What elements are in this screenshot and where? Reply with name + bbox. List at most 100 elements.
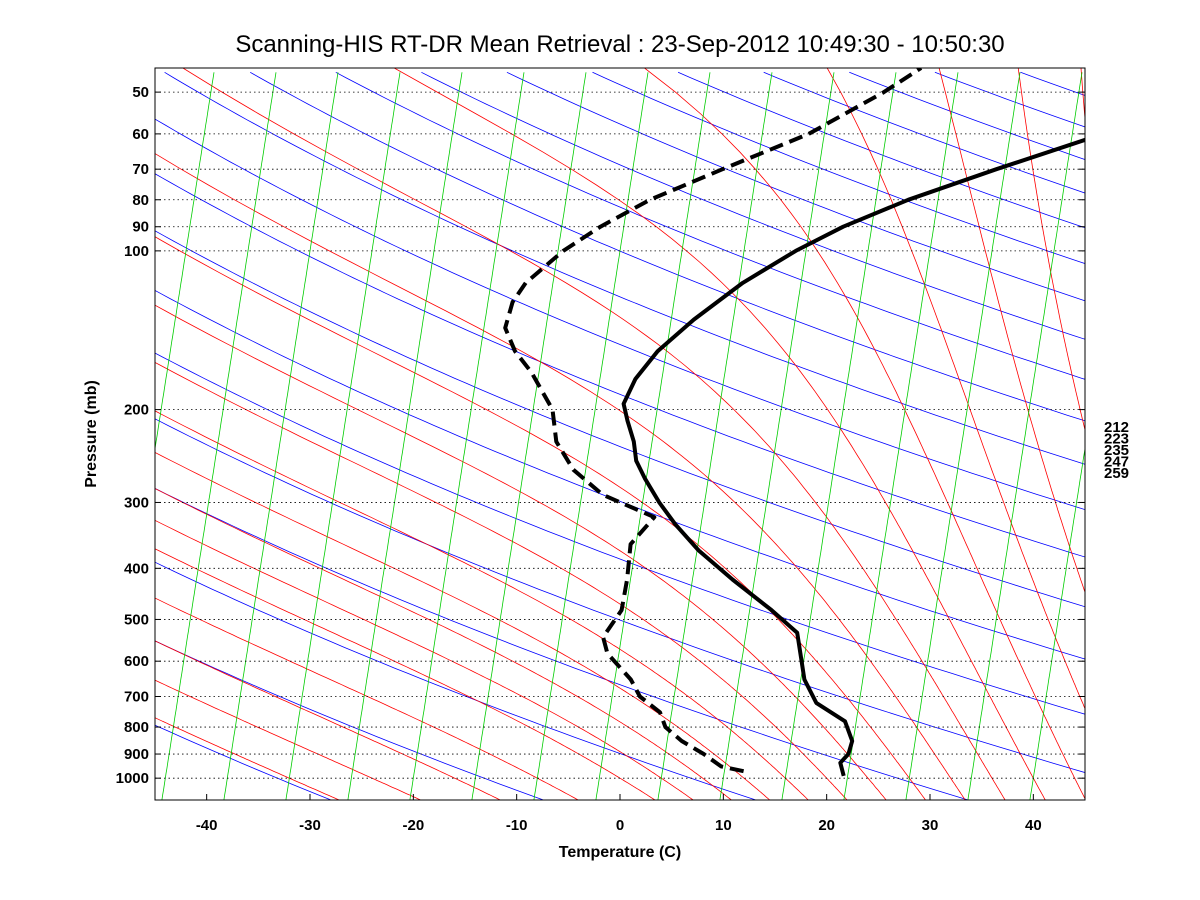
- dewpoint-profile-line: [503, 68, 923, 774]
- y-tick-label: 100: [124, 243, 149, 260]
- dry-adiabat-line: [506, 71, 1085, 302]
- y-tick-label: 70: [132, 161, 149, 178]
- mixing-ratio-line: [719, 72, 835, 800]
- mixing-ratio-line: [1154, 72, 1200, 800]
- dry-adiabat-line: [155, 488, 969, 800]
- mixing-ratio-line: [657, 72, 773, 800]
- moist-adiabat-line: [155, 452, 771, 800]
- mixing-ratio-line: [533, 72, 649, 800]
- y-tick-label: 50: [132, 84, 149, 101]
- mixing-ratio-line: [967, 72, 1083, 800]
- mixing-ratio-line: [161, 72, 277, 800]
- moist-adiabat-line: [155, 361, 848, 800]
- moist-adiabat-line: [155, 488, 732, 800]
- dry-adiabat-line: [763, 71, 1085, 194]
- x-tick-label: -40: [196, 817, 218, 834]
- mixing-ratio-line: [1029, 446, 1085, 800]
- dry-adiabat-line: [155, 118, 1085, 511]
- moist-adiabats: [155, 68, 1200, 800]
- mixing-ratio-line: [409, 72, 525, 800]
- y-tick-label: 90: [132, 219, 149, 236]
- y-tick-label: 900: [124, 746, 149, 763]
- y-tick-label: 200: [124, 402, 149, 419]
- moist-adiabat-line: [155, 519, 694, 800]
- y-tick-label: 300: [124, 494, 149, 511]
- moist-adiabat-line: [826, 68, 1085, 710]
- moist-adiabat-line: [644, 68, 1085, 800]
- y-tick-label: 500: [124, 611, 149, 628]
- y-tick-label: 800: [124, 719, 149, 736]
- right-label: 212: [1104, 419, 1129, 436]
- moist-adiabat-line: [938, 68, 1085, 594]
- chart-title: Scanning-HIS RT-DR Mean Retrieval : 23-S…: [235, 31, 1004, 58]
- x-tick-label: 10: [715, 817, 732, 834]
- x-tick-label: 30: [922, 817, 939, 834]
- moist-adiabat-line: [155, 597, 579, 800]
- x-tick-label: 0: [616, 817, 624, 834]
- y-tick-label: 60: [132, 126, 149, 143]
- mixing-ratio-line: [471, 72, 587, 800]
- right-label: 259: [1104, 465, 1129, 482]
- moist-adiabat-line: [182, 68, 1006, 800]
- dry-adiabat-line: [250, 71, 1085, 422]
- x-tick-label: 20: [818, 817, 835, 834]
- y-tick-label: 80: [132, 192, 149, 209]
- x-axis-label: Temperature (C): [559, 844, 681, 861]
- dry-adiabat-line: [164, 71, 1085, 465]
- mixing-ratio-line: [905, 72, 1021, 800]
- dry-adiabat-line: [155, 289, 1085, 660]
- mixing-ratio-line: [595, 72, 711, 800]
- dry-adiabat-line: [155, 561, 756, 800]
- dry-adiabat-line: [155, 173, 1085, 558]
- moist-adiabat-line: [1080, 68, 1085, 123]
- isobar-gridlines: [155, 91, 1085, 779]
- mixing-ratio-line: [347, 72, 463, 800]
- dry-adiabat-line: [592, 71, 1085, 265]
- y-tick-label: 400: [124, 560, 149, 577]
- right-label: 247: [1104, 454, 1129, 471]
- moist-adiabat-line: [155, 548, 656, 800]
- dry-adiabat-line: [934, 71, 1085, 128]
- x-tick-label: -10: [506, 817, 528, 834]
- moist-adiabat-line: [155, 236, 926, 800]
- dry-adiabat-line: [155, 640, 544, 800]
- dry-adiabat-line: [155, 230, 1085, 608]
- moist-adiabat-line: [155, 640, 501, 800]
- temperature-profile-line: [621, 137, 1085, 777]
- y-tick-label: 600: [124, 653, 149, 670]
- y-tick-label: 1000: [116, 770, 149, 787]
- mixing-ratio-line: [285, 72, 401, 800]
- dry-adiabat-line: [677, 71, 1085, 229]
- dry-adiabat-line: [421, 71, 1085, 340]
- moist-adiabat-line: [394, 68, 1046, 800]
- y-axis: 50 60 70 80 90 100 200 300 400 500 600 700 800 900 100…: [116, 84, 1085, 787]
- mixing-ratio-line: [155, 72, 215, 452]
- plot-area: [0, 68, 1200, 800]
- moist-adiabat-line: [1134, 68, 1200, 800]
- moist-adiabat-line: [155, 679, 421, 800]
- x-tick-label: -20: [402, 817, 424, 834]
- mixing-ratio-line: [223, 72, 339, 800]
- y-tick-label: 700: [124, 688, 149, 705]
- moist-adiabat-line: [155, 717, 340, 800]
- x-tick-label: 40: [1025, 817, 1042, 834]
- dry-adiabat-line: [335, 71, 1085, 380]
- right-label: 223: [1104, 431, 1129, 448]
- x-axis: -40 -30 -20 -10 0 10 20 30 40: [196, 794, 1042, 834]
- x-tick-label: -30: [299, 817, 321, 834]
- moist-adiabat-line: [155, 153, 966, 800]
- mixing-ratio-line: [843, 72, 959, 800]
- dry-adiabats: [0, 71, 1085, 800]
- right-label: 235: [1104, 442, 1129, 459]
- mixing-ratio-line: [781, 72, 897, 800]
- dry-adiabat-line: [155, 352, 1085, 715]
- mixing-ratio-lines: [155, 72, 1200, 800]
- dry-adiabat-line: [155, 418, 1085, 773]
- moist-adiabat-line: [155, 304, 887, 800]
- y-axis-label: Pressure (mb): [83, 380, 100, 488]
- profiles: [503, 68, 1085, 777]
- moist-adiabat-line: [155, 410, 809, 800]
- dry-adiabat-line: [0, 72, 119, 800]
